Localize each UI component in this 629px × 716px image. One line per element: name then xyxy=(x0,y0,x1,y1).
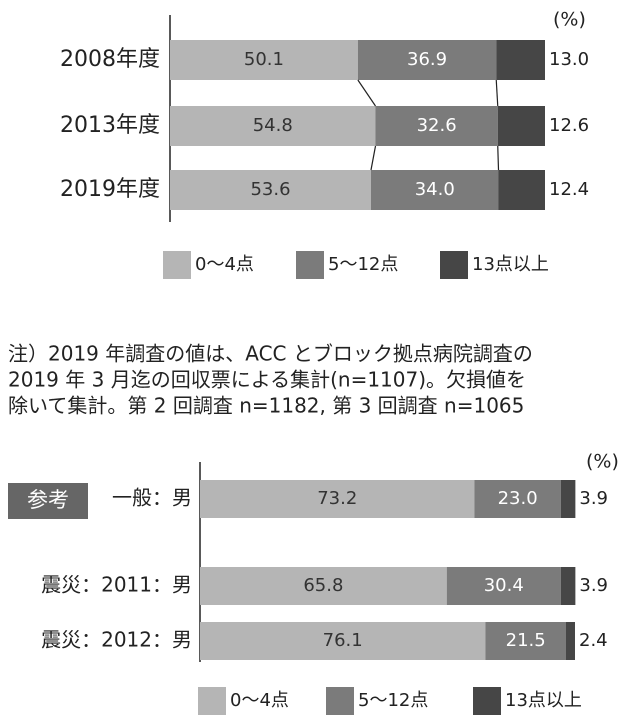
category-label: 震災：2011：男 xyxy=(41,573,192,597)
legend-swatch xyxy=(198,687,226,715)
legend-label: 13点以上 xyxy=(505,690,582,711)
value-label: 32.6 xyxy=(417,115,457,136)
legend-label: 5～12点 xyxy=(358,690,428,711)
connector xyxy=(495,79,499,107)
bar-segment xyxy=(200,480,475,518)
legend-swatch xyxy=(440,251,468,279)
bar-segment xyxy=(498,170,545,210)
value-label: 34.0 xyxy=(415,179,455,200)
value-label: 21.5 xyxy=(506,630,546,651)
bar-segment xyxy=(371,170,499,210)
bar-segment xyxy=(170,170,371,210)
bar-segment xyxy=(485,622,566,660)
legend-swatch xyxy=(326,687,354,715)
category-label: 一般：男 xyxy=(112,486,192,510)
connector xyxy=(357,79,376,107)
annotation-box xyxy=(8,483,88,519)
legend-swatch xyxy=(473,687,501,715)
bar-segment xyxy=(496,40,545,80)
value-label: 3.9 xyxy=(579,575,608,596)
category-label: 2019年度 xyxy=(60,177,160,202)
bar-segment xyxy=(474,480,561,518)
value-label: 65.8 xyxy=(303,575,343,596)
note-line: 2019 年 3 月迄の回収票による集計(n=1107)。欠損値を xyxy=(8,368,526,392)
legend-swatch xyxy=(163,251,191,279)
bar-segment xyxy=(566,622,575,660)
unit-label: (%) xyxy=(553,9,586,31)
bar-segment xyxy=(200,567,447,605)
bar-segment xyxy=(170,40,358,80)
note-line: 除いて集計。第 2 回調査 n=1182, 第 3 回調査 n=1065 xyxy=(8,394,524,418)
value-label: 23.0 xyxy=(498,488,538,509)
unit-label: (%) xyxy=(586,451,619,473)
value-label: 12.4 xyxy=(549,179,589,200)
category-label: 2013年度 xyxy=(60,113,160,138)
bar-segment xyxy=(170,106,376,146)
annotation: 参考 xyxy=(27,488,69,512)
value-label: 2.4 xyxy=(579,630,608,651)
bar-segment xyxy=(446,567,561,605)
bar-segment xyxy=(560,567,576,605)
value-label: 3.9 xyxy=(579,488,608,509)
legend-label: 13点以上 xyxy=(472,254,549,275)
legend-label: 0～4点 xyxy=(195,254,254,275)
bar-segment xyxy=(497,106,545,146)
legend-swatch xyxy=(296,251,324,279)
category-label: 2008年度 xyxy=(60,47,160,72)
bar-segment xyxy=(200,622,486,660)
value-label: 54.8 xyxy=(253,115,293,136)
legend-label: 5～12点 xyxy=(328,254,398,275)
connector xyxy=(497,145,500,171)
value-label: 13.0 xyxy=(549,49,589,70)
bar-segment xyxy=(560,480,576,518)
value-label: 12.6 xyxy=(549,115,589,136)
note-line: 注）2019 年調査の値は、ACC とブロック拠点病院調査の xyxy=(8,342,533,366)
value-label: 30.4 xyxy=(484,575,524,596)
bar-segment xyxy=(357,40,497,80)
value-label: 50.1 xyxy=(244,49,284,70)
value-label: 73.2 xyxy=(317,488,357,509)
legend-label: 0～4点 xyxy=(230,690,289,711)
connector xyxy=(370,145,377,171)
value-label: 36.9 xyxy=(407,49,447,70)
value-label: 76.1 xyxy=(323,630,363,651)
value-label: 53.6 xyxy=(250,179,290,200)
bar-segment xyxy=(375,106,498,146)
category-label: 震災：2012：男 xyxy=(41,628,192,652)
